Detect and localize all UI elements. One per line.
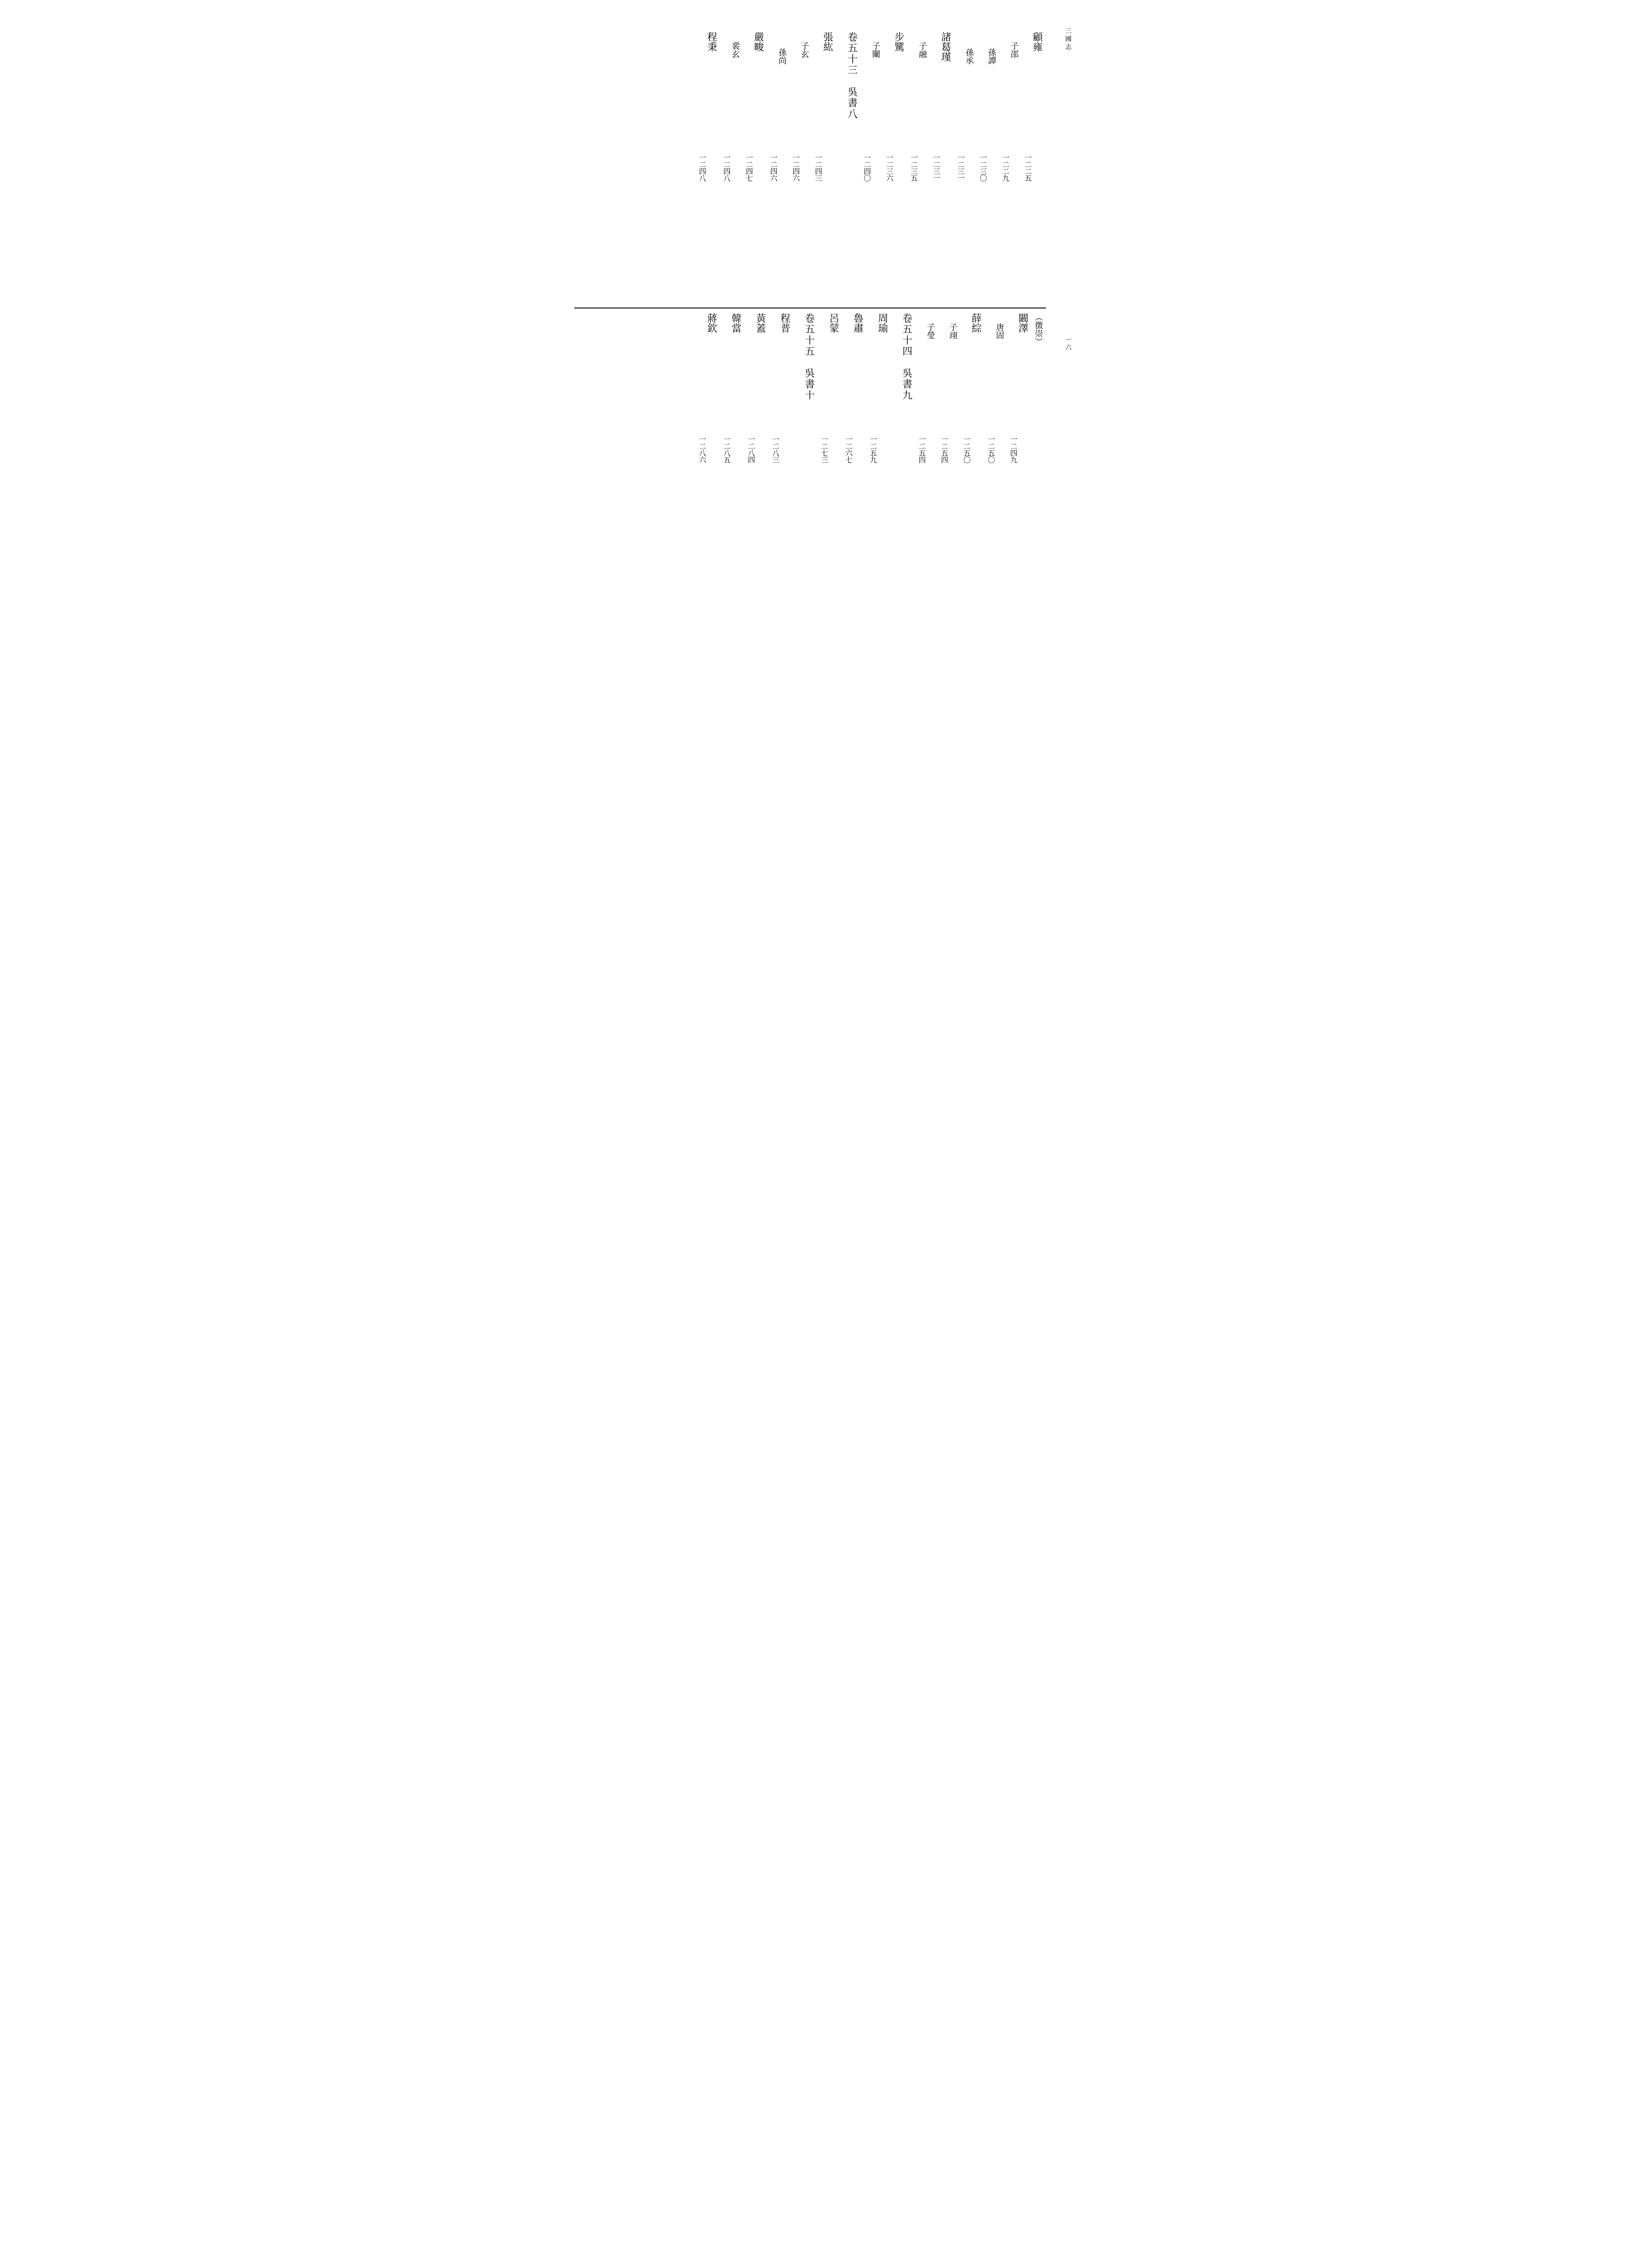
toc-entry: 裴玄一二四八 (723, 32, 740, 303)
toc-entry: 張紘一二四三 (815, 32, 834, 303)
toc-entry: 孫承一二三一 (957, 32, 974, 303)
toc-entry: 子玄一二四六 (792, 32, 809, 303)
entry-title: 黃蓋 (755, 313, 766, 585)
entry-title: 顧雍 (1032, 32, 1043, 303)
entry-page: 一二三五 (910, 32, 918, 303)
entry-page: 一二四〇 (863, 32, 871, 303)
lower-register: （徵崇）闞澤一二四九唐固一二五〇薛綜一二五〇子翊一二五四子瑩一二五四卷五十四 吳… (574, 308, 1046, 590)
entry-page: 一二三〇 (979, 32, 987, 303)
entry-title: 裴玄 (731, 32, 740, 303)
entry-page: 一二四三 (815, 32, 823, 303)
entry-page: 一二三六 (886, 32, 894, 303)
entry-page: 一二四六 (770, 32, 778, 303)
entry-title: 蔣欽 (707, 313, 718, 585)
toc-entry: 韓當一二八五 (723, 313, 742, 585)
page-number: 一六 (1064, 337, 1073, 352)
entry-title: 孫尚 (777, 32, 787, 303)
toc-entry: （徵崇） (1034, 313, 1043, 585)
entry-title: 張紘 (822, 32, 833, 303)
entry-title: 韓當 (731, 313, 742, 585)
entry-title: 呂蒙 (828, 313, 839, 585)
entry-page: 一二八六 (699, 313, 707, 585)
toc-entry: 闞澤一二四九 (1010, 313, 1029, 585)
toc-entry: 孫尚一二四六 (770, 32, 787, 303)
entry-page: 一二二五 (1024, 32, 1032, 303)
toc-entry: 薛綜一二五〇 (963, 313, 982, 585)
entry-page: 一二五四 (918, 313, 926, 585)
entry-page: 一二四七 (745, 32, 753, 303)
columns-wrapper: 顧雍一二二五子邵一二二九孫譚一二三〇孫承一二三一諸葛瑾一二三一子融一二三五步騭一… (574, 27, 1046, 590)
toc-entry: 卷五十五 吳書十 (796, 313, 815, 585)
toc-entry: 周瑜一二五九 (869, 313, 888, 585)
entry-page: 一二三一 (933, 32, 941, 303)
toc-entry: 顧雍一二二五 (1024, 32, 1043, 303)
entry-page: 一二四八 (699, 32, 707, 303)
toc-entry: 子翊一二五四 (940, 313, 957, 585)
toc-entry: 子融一二三五 (910, 32, 927, 303)
entry-title: 卷五十四 吳書九 (902, 313, 913, 585)
upper-register: 顧雍一二二五子邵一二二九孫譚一二三〇孫承一二三一諸葛瑾一二三一子融一二三五步騭一… (574, 27, 1046, 308)
toc-entry: 程普一二八三 (772, 313, 791, 585)
page-container: 三國志 一六 顧雍一二二五子邵一二二九孫譚一二三〇孫承一二三一諸葛瑾一二三一子融… (574, 27, 1073, 590)
entry-page: 一二四六 (792, 32, 800, 303)
toc-entry: 卷五十四 吳書九 (894, 313, 913, 585)
toc-entry: 子闡一二四〇 (863, 32, 880, 303)
entry-title: 嚴畯 (753, 32, 764, 303)
entry-title: 程普 (780, 313, 791, 585)
toc-entry: 子瑩一二五四 (918, 313, 935, 585)
entry-page: 一二二九 (1002, 32, 1010, 303)
entry-title: 程秉 (707, 32, 718, 303)
entry-page: 一二五〇 (963, 313, 971, 585)
toc-entry: 程秉一二四八 (699, 32, 718, 303)
toc-entry: 呂蒙一二七三 (821, 313, 840, 585)
entry-page: 一二八五 (723, 313, 731, 585)
entry-title: 卷五十五 吳書十 (804, 313, 815, 585)
entry-page: 一二八三 (772, 313, 780, 585)
entry-title: 魯肅 (853, 313, 864, 585)
entry-title: 闞澤 (1018, 313, 1029, 585)
entry-page: 一二五四 (940, 313, 948, 585)
entry-title: （徵崇） (1034, 313, 1043, 585)
toc-entry: 諸葛瑾一二三一 (933, 32, 952, 303)
toc-entry: 卷五十三 吳書八 (839, 32, 858, 303)
entry-page: 一二八四 (748, 313, 756, 585)
entry-title: 薛綜 (971, 313, 982, 585)
entry-page: 一二四九 (1010, 313, 1018, 585)
entry-title: 諸葛瑾 (940, 32, 951, 303)
toc-entry: 步騭一二三六 (886, 32, 905, 303)
running-head: 三國志 (1064, 27, 1073, 52)
entry-title: 步騭 (894, 32, 904, 303)
toc-entry: 嚴畯一二四七 (745, 32, 764, 303)
entry-page: 一二五〇 (987, 313, 996, 585)
entry-page: 一二七三 (821, 313, 829, 585)
entry-page: 一二四八 (723, 32, 731, 303)
entry-title: 孫承 (965, 32, 974, 303)
toc-entry: 黃蓋一二八四 (748, 313, 767, 585)
entry-title: 周瑜 (877, 313, 888, 585)
toc-entry: 孫譚一二三〇 (979, 32, 996, 303)
toc-entry: 蔣欽一二八六 (699, 313, 718, 585)
toc-entry: 魯肅一二六七 (845, 313, 864, 585)
entry-page: 一二三一 (957, 32, 965, 303)
entry-page: 一二六七 (845, 313, 853, 585)
entry-page: 一二五九 (869, 313, 877, 585)
toc-entry: 唐固一二五〇 (987, 313, 1004, 585)
entry-title: 唐固 (995, 313, 1004, 585)
entry-title: 卷五十三 吳書八 (847, 32, 858, 303)
toc-entry: 子邵一二二九 (1002, 32, 1018, 303)
